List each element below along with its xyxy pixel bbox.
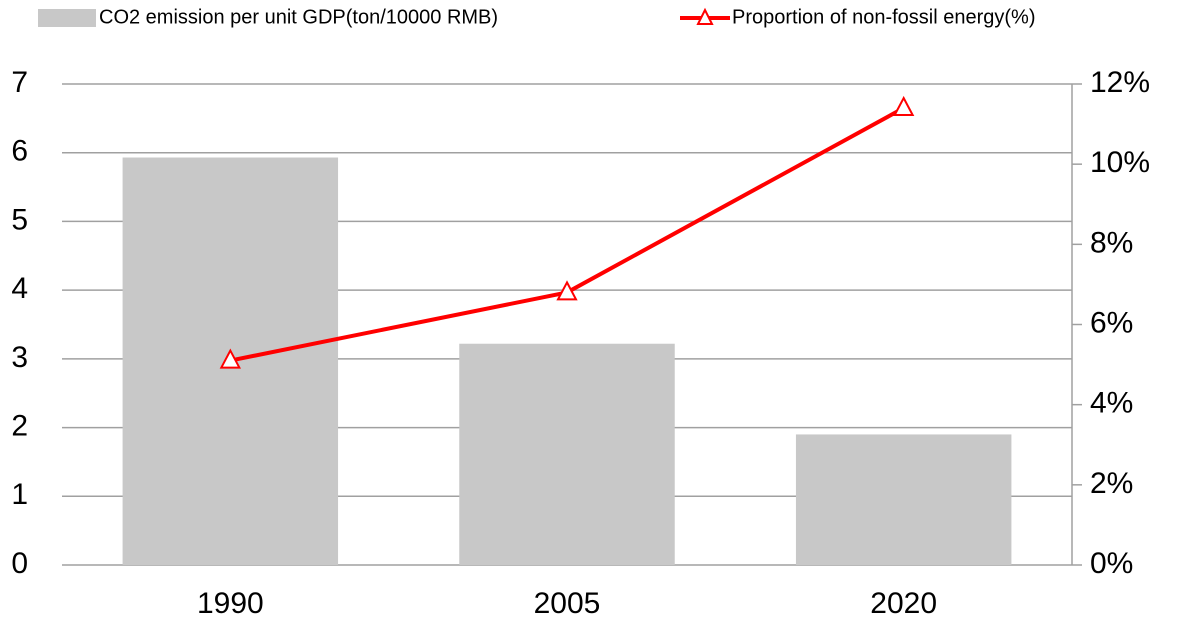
y-tick-label: 5 (11, 203, 28, 236)
y2-tick-label: 2% (1090, 467, 1133, 500)
y-tick-label: 3 (11, 341, 28, 374)
y-tick-label: 4 (11, 272, 28, 305)
legend-marker (696, 7, 714, 25)
line-marker (219, 348, 241, 369)
y-tick-label: 2 (11, 409, 28, 442)
x-tick-label: 1990 (197, 587, 264, 620)
x-tick-label: 2020 (870, 587, 937, 620)
bar (795, 434, 1012, 565)
y-tick-label: 7 (11, 66, 28, 99)
x-tick-label: 2005 (534, 587, 601, 620)
legend-swatch (38, 9, 96, 27)
y2-tick-label: 8% (1090, 226, 1133, 259)
y2-tick-label: 4% (1090, 387, 1133, 420)
y2-tick-label: 6% (1090, 306, 1133, 339)
legend-label: CO2 emission per unit GDP(ton/10000 RMB) (99, 6, 498, 28)
y2-tick-label: 10% (1090, 146, 1150, 179)
legend-label: Proportion of non-fossil energy(%) (732, 6, 1035, 28)
y-tick-label: 0 (11, 547, 28, 580)
line-marker (556, 280, 578, 301)
y2-tick-label: 0% (1090, 547, 1133, 580)
y2-tick-label: 12% (1090, 66, 1150, 99)
bar (459, 343, 675, 565)
y-tick-label: 1 (11, 478, 28, 511)
y-tick-label: 6 (11, 135, 28, 168)
line-marker (893, 95, 915, 117)
